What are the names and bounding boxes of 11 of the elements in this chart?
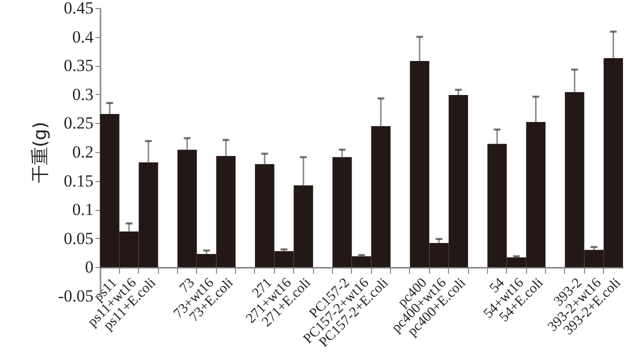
y-axis-title: 干重(g) xyxy=(30,122,52,184)
y-tick-label: 0 xyxy=(85,258,94,277)
y-tick-label: 0.15 xyxy=(64,171,94,190)
y-tick-label: 0.45 xyxy=(64,0,94,18)
y-tick-label: 0.2 xyxy=(72,142,94,162)
y-tick-label: 0.1 xyxy=(72,200,94,220)
y-tick-label: 0.05 xyxy=(64,228,94,248)
y-tick-label: 0.35 xyxy=(64,56,94,76)
y-tick-label: 0.3 xyxy=(72,84,94,104)
y-tick-label: 0.25 xyxy=(64,114,94,133)
y-tick-label: 0.4 xyxy=(72,27,94,46)
